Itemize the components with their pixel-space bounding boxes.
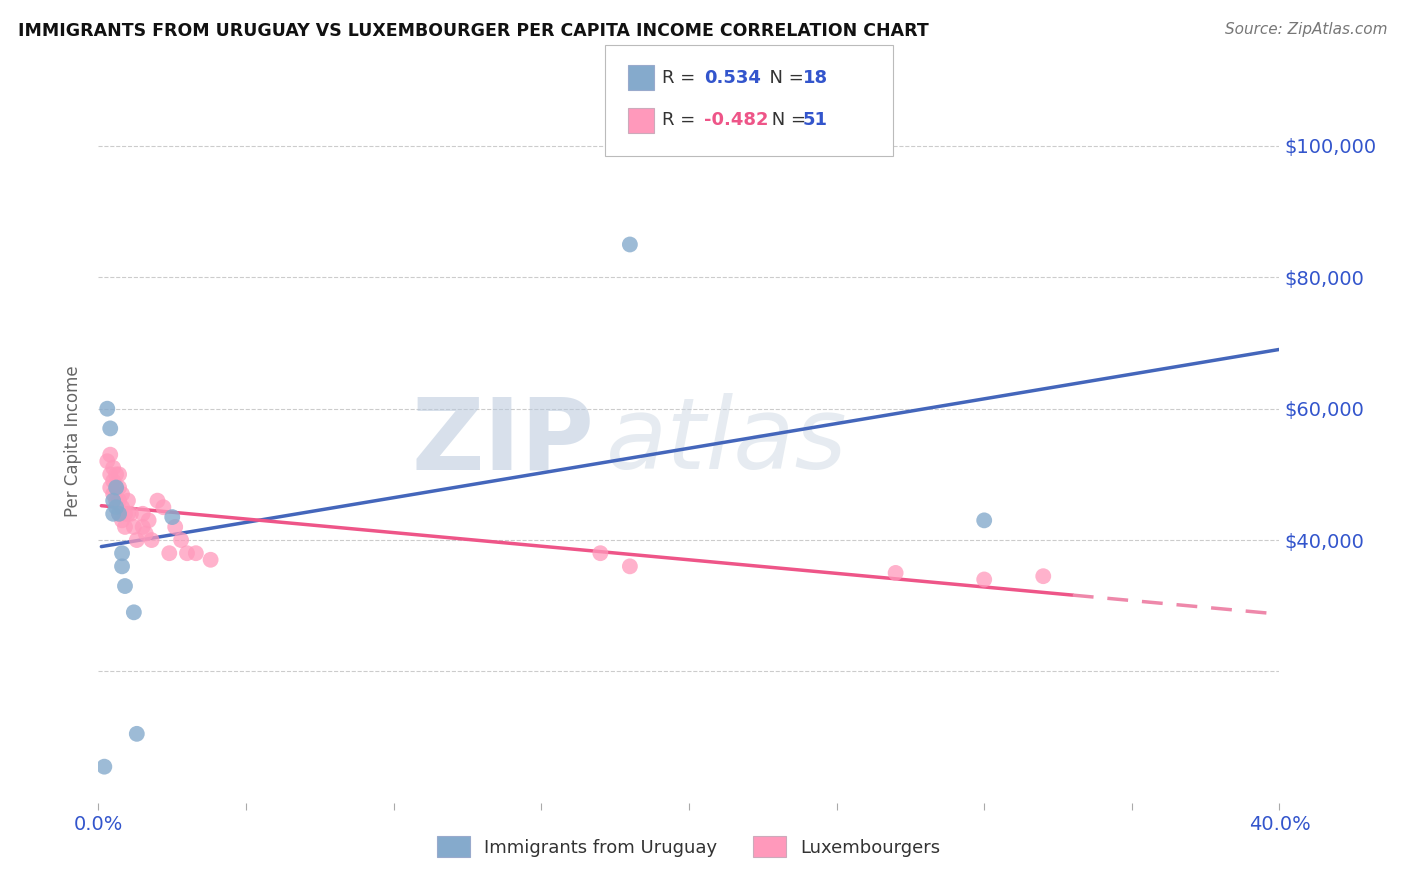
Point: [157, 546, 180, 560]
Point: [973, 573, 995, 587]
Point: [114, 520, 136, 534]
Text: 0.534: 0.534: [704, 69, 761, 87]
Point: [141, 533, 163, 547]
Point: [103, 487, 125, 501]
Text: atlas: atlas: [606, 393, 848, 490]
Point: [93, 760, 115, 774]
Point: [108, 467, 131, 482]
Text: Source: ZipAtlas.com: Source: ZipAtlas.com: [1225, 22, 1388, 37]
Point: [152, 500, 174, 515]
Point: [98, 481, 121, 495]
Point: [146, 493, 169, 508]
Point: [108, 507, 131, 521]
Point: [108, 481, 131, 495]
Point: [114, 507, 136, 521]
Point: [619, 237, 641, 252]
Point: [103, 507, 125, 521]
Point: [117, 493, 139, 508]
Point: [111, 546, 134, 560]
Point: [122, 520, 145, 534]
Point: [176, 546, 198, 560]
Point: [132, 507, 155, 521]
Text: IMMIGRANTS FROM URUGUAY VS LUXEMBOURGER PER CAPITA INCOME CORRELATION CHART: IMMIGRANTS FROM URUGUAY VS LUXEMBOURGER …: [18, 22, 929, 40]
Point: [108, 507, 131, 521]
Point: [132, 520, 155, 534]
Point: [114, 579, 136, 593]
Point: [200, 553, 222, 567]
Text: R =: R =: [662, 69, 702, 87]
Text: N =: N =: [758, 69, 810, 87]
Point: [120, 507, 142, 521]
Point: [105, 467, 128, 482]
Point: [162, 510, 183, 524]
Text: ZIP: ZIP: [412, 393, 595, 490]
Point: [135, 526, 157, 541]
Point: [103, 474, 125, 488]
Point: [125, 533, 148, 547]
Point: [122, 605, 145, 619]
Text: -0.482: -0.482: [704, 112, 769, 129]
Point: [165, 520, 187, 534]
Point: [105, 493, 128, 508]
Point: [184, 546, 207, 560]
Point: [111, 487, 134, 501]
Point: [98, 421, 121, 435]
Point: [973, 513, 995, 527]
Text: R =: R =: [662, 112, 702, 129]
Point: [117, 507, 139, 521]
Point: [105, 500, 128, 515]
Y-axis label: Per Capita Income: Per Capita Income: [65, 366, 83, 517]
Point: [111, 559, 134, 574]
Point: [96, 454, 118, 468]
Point: [108, 493, 131, 508]
Point: [1032, 569, 1054, 583]
Text: N =: N =: [766, 112, 813, 129]
Point: [96, 401, 118, 416]
Text: 51: 51: [803, 112, 828, 129]
Point: [105, 481, 128, 495]
Point: [111, 500, 134, 515]
Legend: Immigrants from Uruguay, Luxembourgers: Immigrants from Uruguay, Luxembourgers: [429, 827, 949, 866]
Point: [103, 493, 125, 508]
Point: [105, 481, 128, 495]
Point: [98, 467, 121, 482]
Point: [170, 533, 193, 547]
Point: [138, 513, 160, 527]
Point: [98, 448, 121, 462]
Point: [111, 513, 134, 527]
Text: 18: 18: [803, 69, 828, 87]
Point: [619, 559, 641, 574]
Point: [589, 546, 612, 560]
Point: [884, 566, 907, 580]
Point: [125, 727, 148, 741]
Point: [103, 460, 125, 475]
